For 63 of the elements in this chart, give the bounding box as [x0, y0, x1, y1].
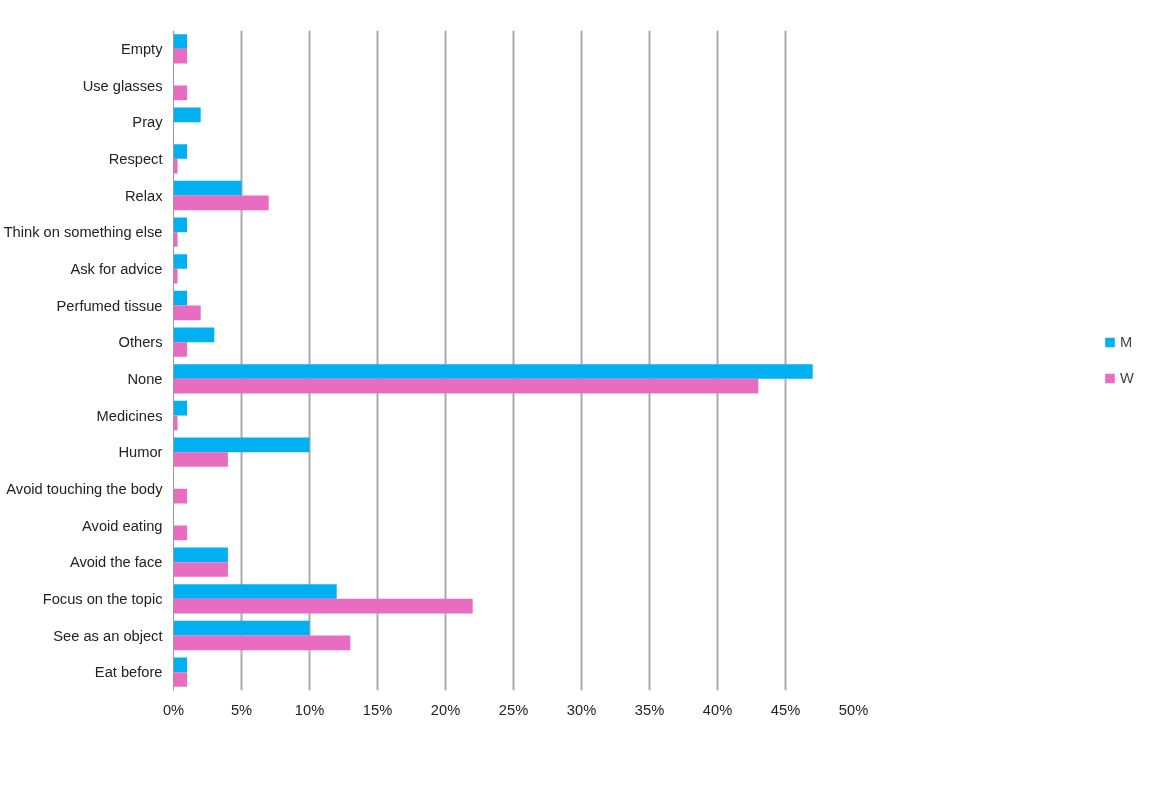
x-tick-label: 25%: [498, 701, 529, 718]
legend-label: M: [1120, 334, 1134, 350]
x-tick-label: 30%: [566, 701, 597, 718]
bar: [173, 620, 310, 636]
y-tick-label: Humor: [118, 444, 163, 461]
bar: [173, 158, 178, 174]
y-tick-label: Empty: [120, 40, 164, 57]
bar: [173, 584, 337, 599]
x-tick-label: 20%: [430, 701, 461, 718]
y-tick-label: See as an object: [53, 627, 163, 644]
bar: [173, 452, 228, 467]
bar: [173, 180, 242, 196]
bar: [173, 254, 188, 269]
bar: [173, 598, 473, 614]
bar: [173, 107, 201, 123]
y-tick-label: Relax: [125, 187, 164, 204]
y-tick-label: Focus on the topic: [42, 590, 163, 607]
bar: [173, 437, 310, 453]
x-tick-label: 45%: [770, 701, 801, 718]
x-tick-label: 40%: [702, 701, 733, 718]
bar: [173, 488, 188, 504]
y-tick-label: None: [127, 370, 163, 387]
y-tick-label: Pray: [132, 114, 164, 131]
x-tick-label: 50%: [838, 701, 869, 718]
bar: [173, 342, 188, 357]
y-tick-label: Use glasses: [82, 77, 163, 94]
bar: [173, 657, 188, 673]
bar: [173, 85, 188, 101]
x-tick-label: 0%: [162, 701, 185, 718]
bar: [173, 547, 228, 563]
bar: [173, 415, 178, 431]
y-tick-label: Avoid the face: [69, 554, 163, 571]
y-tick-label: Avoid touching the body: [6, 480, 164, 497]
y-tick-label: Others: [118, 334, 163, 351]
bar: [173, 144, 188, 159]
bar: [173, 327, 215, 343]
bar: [173, 34, 188, 49]
x-tick-label: 10%: [294, 701, 325, 718]
y-tick-label: Avoid eating: [82, 517, 163, 534]
bar: [173, 268, 178, 284]
bar: [173, 48, 188, 64]
bar: [173, 400, 188, 416]
x-tick-label: 35%: [634, 701, 665, 718]
x-tick-label: 5%: [230, 701, 253, 718]
y-tick-label: Ask for advice: [70, 260, 163, 277]
bar: [173, 525, 188, 541]
legend-label: W: [1120, 370, 1135, 386]
bar: [173, 305, 201, 321]
x-tick-label: 15%: [362, 701, 393, 718]
y-tick-label: Perfumed tissue: [56, 297, 163, 314]
bar: [173, 232, 178, 247]
y-tick-label: Medicines: [96, 407, 163, 424]
bar: [173, 290, 188, 306]
y-tick-label: Eat before: [94, 664, 163, 681]
bar: [173, 217, 188, 233]
y-tick-label: Respect: [108, 150, 163, 167]
bar: [173, 562, 228, 577]
bar: [173, 364, 813, 379]
bar: [173, 195, 269, 211]
bar: [173, 635, 351, 651]
bar: [173, 378, 759, 394]
y-tick-label: Think on something else: [3, 224, 163, 241]
bar: [173, 672, 188, 687]
